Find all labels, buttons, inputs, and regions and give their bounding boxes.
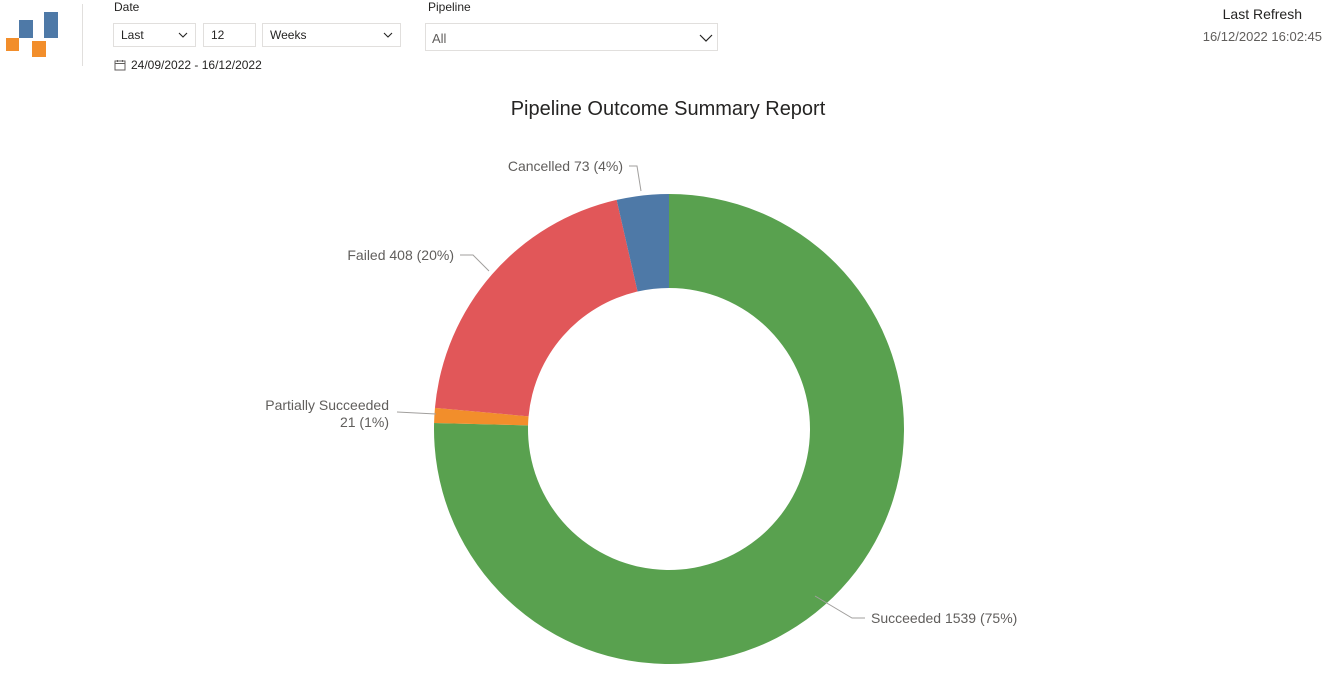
header-divider bbox=[82, 4, 83, 66]
donut-slice-succeeded[interactable] bbox=[433, 194, 904, 665]
data-label: Partially Succeeded bbox=[265, 397, 389, 413]
date-count-value: 12 bbox=[211, 28, 225, 42]
date-range-text: 24/09/2022 - 16/12/2022 bbox=[131, 58, 262, 72]
chevron-down-icon bbox=[383, 32, 393, 38]
donut-slice-failed[interactable] bbox=[434, 199, 638, 417]
logo-square bbox=[6, 38, 19, 51]
last-refresh-label: Last Refresh bbox=[1222, 6, 1302, 22]
date-unit-value: Weeks bbox=[270, 28, 307, 42]
leader-line bbox=[814, 595, 865, 619]
leader-line bbox=[460, 254, 490, 272]
date-range: 24/09/2022 - 16/12/2022 bbox=[114, 58, 262, 72]
pipeline-filter-label: Pipeline bbox=[428, 0, 471, 14]
calendar-icon bbox=[114, 60, 126, 71]
pipeline-selected-value: All bbox=[432, 31, 447, 46]
date-filter-label: Date bbox=[114, 0, 140, 14]
chart-title: Pipeline Outcome Summary Report bbox=[510, 98, 826, 120]
last-refresh-value: 16/12/2022 16:02:45 bbox=[1202, 29, 1322, 44]
logo-square bbox=[32, 41, 46, 57]
logo-square bbox=[44, 12, 58, 38]
pipeline-dropdown[interactable]: All bbox=[425, 23, 718, 51]
app-logo bbox=[6, 12, 58, 57]
chevron-down-icon bbox=[178, 32, 188, 38]
data-label: Cancelled 73 (4%) bbox=[508, 158, 623, 174]
data-label: Failed 408 (20%) bbox=[347, 247, 454, 263]
date-relative-dropdown[interactable]: Last bbox=[113, 23, 196, 47]
data-label: 21 (1%) bbox=[340, 414, 389, 430]
chevron-down-icon bbox=[699, 34, 713, 42]
date-unit-dropdown[interactable]: Weeks bbox=[262, 23, 401, 47]
data-label: Succeeded 1539 (75%) bbox=[871, 610, 1017, 626]
logo-square bbox=[19, 20, 33, 38]
donut-slice-partially-succeeded[interactable] bbox=[434, 407, 529, 426]
donut-slice-cancelled[interactable] bbox=[616, 194, 669, 292]
leader-line bbox=[629, 165, 642, 192]
date-count-input[interactable]: 12 bbox=[203, 23, 256, 47]
date-relative-value: Last bbox=[121, 28, 144, 42]
leader-line bbox=[396, 411, 437, 415]
